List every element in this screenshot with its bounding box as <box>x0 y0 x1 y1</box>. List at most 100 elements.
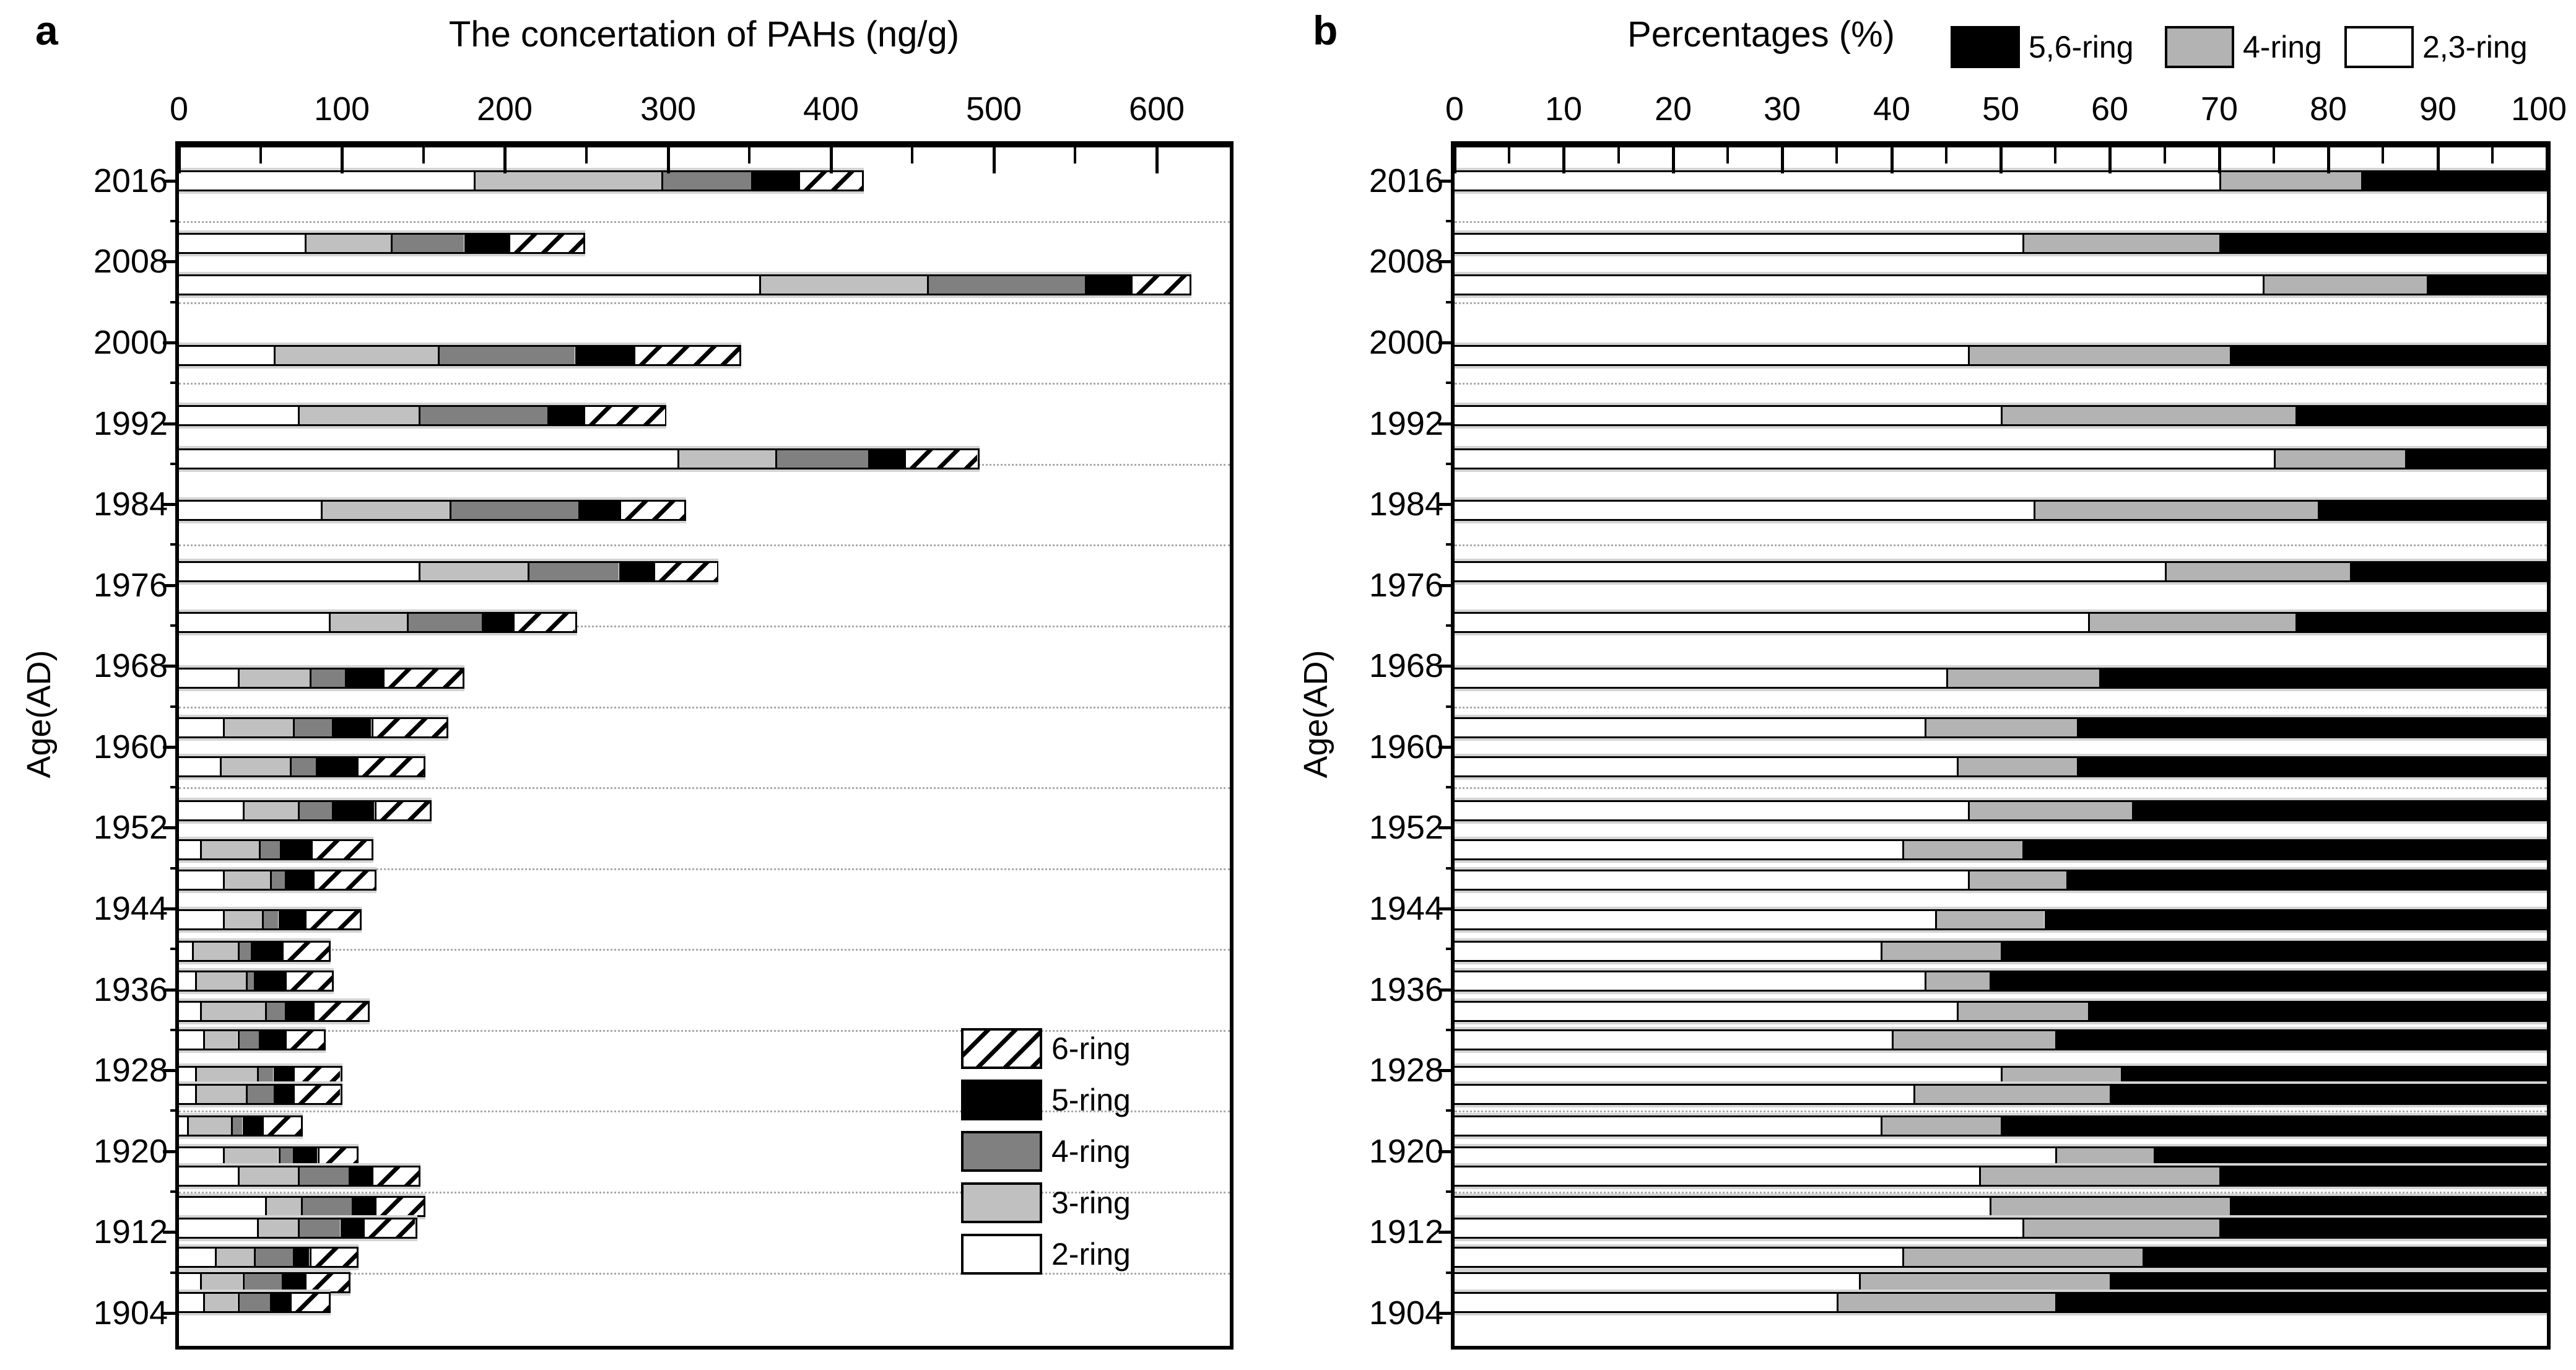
bar-segment-2-ring <box>179 758 220 775</box>
y-tick-label: 1960 <box>93 728 168 766</box>
bar-segment-6-ring <box>372 1167 419 1185</box>
bar-segment-5-ring <box>868 450 904 468</box>
bar-segment-5-ring <box>349 1167 372 1185</box>
y-axis-tick <box>163 826 179 829</box>
bar-segment-4-ring <box>298 1167 349 1185</box>
bar-segment-2-ring <box>179 407 298 424</box>
y-tick-label: 1936 <box>1368 971 1443 1008</box>
bar-row <box>1453 448 2549 469</box>
bar-segment-6-ring <box>508 235 583 252</box>
bar-segment-4-ring <box>2034 502 2318 519</box>
bar-segment-2-3-ring <box>1455 1294 1837 1311</box>
bar-segment-6-ring <box>363 1219 415 1237</box>
y-axis-minor-tick <box>170 301 179 303</box>
bar-segment-3-ring <box>215 1249 254 1266</box>
bar-segment-6-ring <box>798 172 862 190</box>
legend-swatch-3-ring <box>961 1182 1042 1223</box>
bar-segment-4-ring <box>2274 450 2405 468</box>
bar-row <box>1453 800 2549 821</box>
y-axis-minor-tick <box>170 220 179 222</box>
bar-segment-2-3-ring <box>1455 1031 1892 1049</box>
bar-segment-2-3-ring <box>1455 614 2088 631</box>
bar-row <box>177 756 425 777</box>
x-tick-label: 100 <box>313 90 370 128</box>
y-axis-tick <box>163 1150 179 1153</box>
y-axis-tick <box>1438 988 1455 992</box>
x-tick-label: 90 <box>2419 90 2457 128</box>
bar-segment-4-ring <box>2219 172 2361 190</box>
y-tick-label: 1928 <box>93 1052 168 1089</box>
bar-segment-5-ring <box>316 758 357 775</box>
bar-segment-2-3-ring <box>1455 502 2034 519</box>
legend-label-2-ring: 2-ring <box>1051 1237 1131 1272</box>
bar-segment-6-ring <box>318 1148 357 1166</box>
y-tick-label: 1920 <box>1368 1133 1443 1170</box>
y-axis-tick <box>1438 746 1455 749</box>
bar-segment-5-ring <box>285 871 313 889</box>
bar-segment-3-ring <box>419 563 528 580</box>
gridline <box>179 1030 1230 1032</box>
bar-segment-6-ring <box>653 563 717 580</box>
bar-segment-5-6-ring <box>2022 841 2547 858</box>
bar-segment-5-6-ring <box>2219 1219 2547 1237</box>
bar-segment-3-ring <box>474 172 661 190</box>
bar-segment-6-ring <box>310 1249 357 1266</box>
legend-label-5-ring: 5-ring <box>1051 1083 1131 1117</box>
bar-segment-3-ring <box>203 1031 237 1049</box>
bar-segment-2-3-ring <box>1455 802 1968 819</box>
bar-segment-4-ring <box>238 943 251 960</box>
bar-segment-5-6-ring <box>2427 276 2547 294</box>
bar-segment-4-ring <box>661 172 751 190</box>
y-axis-tick <box>1438 1312 1455 1315</box>
bar-row <box>1453 1115 2549 1137</box>
bar-segment-4-ring <box>2263 276 2427 294</box>
y-axis-minor-tick <box>1446 624 1455 627</box>
bar-segment-4-ring <box>259 841 280 858</box>
bar-segment-5-ring <box>352 1198 375 1215</box>
bar-segment-2-ring <box>179 1117 187 1135</box>
bar-segment-6-ring <box>383 670 463 687</box>
bar-segment-3-ring <box>265 1198 301 1215</box>
x-tick-label: 100 <box>2510 90 2567 128</box>
bar-segment-5-ring <box>751 172 798 190</box>
y-tick-label: 1912 <box>1368 1213 1443 1250</box>
bar-segment-2-ring <box>179 563 419 580</box>
y-axis-minor-tick <box>170 1272 179 1274</box>
bar-segment-6-ring <box>285 1031 324 1049</box>
y-axis-tick <box>1438 180 1455 183</box>
gridline <box>179 787 1230 789</box>
legend-label-4-ring: 4-ring <box>2243 30 2322 64</box>
x-tick-label: 20 <box>1654 90 1692 128</box>
bar-segment-2-ring <box>179 1031 203 1049</box>
bar-segment-3-ring <box>257 1219 298 1237</box>
y-tick-label: 1952 <box>93 809 168 846</box>
gridline <box>1455 1192 2547 1193</box>
bar-segment-5-6-ring <box>2143 1249 2547 1266</box>
y-tick-label: 1984 <box>1368 486 1443 523</box>
bar-row <box>1453 1292 2549 1313</box>
bar-segment-2-ring <box>179 172 474 190</box>
bar-segment-2-ring <box>179 972 195 990</box>
bar-segment-6-ring <box>313 871 375 889</box>
y-tick-label: 1912 <box>93 1213 168 1250</box>
bar-segment-5-ring <box>251 943 282 960</box>
x-axis-tick <box>1562 147 1565 173</box>
bar-segment-3-ring <box>305 235 391 252</box>
x-axis-minor-tick <box>2273 147 2275 164</box>
bar-segment-3-ring <box>243 802 298 819</box>
bar-segment-5-ring <box>279 911 305 928</box>
bar-row <box>177 1292 331 1313</box>
y-tick-label: 2016 <box>1368 162 1443 199</box>
x-axis-minor-tick <box>1945 147 1947 164</box>
x-tick-label: 50 <box>1982 90 2020 128</box>
x-tick-label: 600 <box>1128 90 1185 128</box>
bar-segment-2-3-ring <box>1455 670 1946 687</box>
y-tick-label: 1944 <box>1368 890 1443 927</box>
y-tick-label: 2000 <box>1368 324 1443 361</box>
bar-segment-6-ring <box>375 802 430 819</box>
bar-row <box>177 1115 303 1137</box>
bar-segment-2-3-ring <box>1455 347 1968 364</box>
bar-row <box>177 233 585 254</box>
x-tick-label: 500 <box>965 90 1022 128</box>
bar-row <box>1453 1029 2549 1050</box>
